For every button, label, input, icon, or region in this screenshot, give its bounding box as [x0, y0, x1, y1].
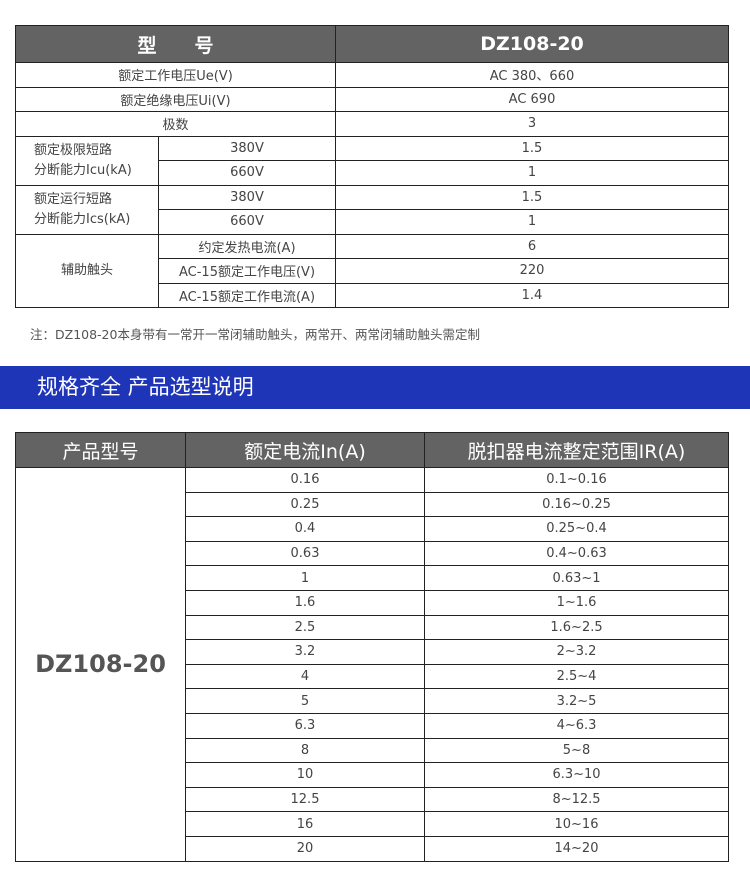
trip-range-cell: 8~12.5 [424, 786, 729, 813]
trip-range-cell: 3.2~5 [424, 688, 729, 714]
aux-label: 辅助触头 [15, 233, 159, 308]
model-cell: DZ108-20 [15, 467, 186, 862]
trip-range-cell: 0.25~0.4 [424, 516, 729, 542]
ics-label-line1: 额定运行短路 [34, 191, 113, 207]
rated-current-cell: 20 [185, 835, 425, 862]
table-row: 5 3.2~5 [16, 688, 729, 714]
rated-current-cell: 1.6 [185, 589, 425, 616]
rated-current-cell: 12.5 [185, 786, 425, 813]
table-row: 3.2 2~3.2 [16, 639, 729, 665]
table-row: 1 0.63~1 [16, 565, 729, 591]
rated-current-cell: 2.5 [185, 614, 425, 641]
rated-current-cell: 3.2 [185, 639, 425, 665]
table-row: AC-15额定工作电流(A) 1.4 [16, 282, 729, 308]
footnote: 注：DZ108-20本身带有一常开一常闭辅助触头，两常开、两常闭辅助触头需定制 [30, 327, 480, 342]
table-row: 1.6 1~1.6 [16, 589, 729, 616]
row-value: 1 [335, 209, 729, 235]
selection-header-row: 产品型号 额定电流In(A) 脱扣器电流整定范围IR(A) [15, 432, 729, 468]
rated-current-cell: 1 [185, 565, 425, 591]
table-row: 6.3 4~6.3 [16, 712, 729, 739]
rated-current-cell: 10 [185, 762, 425, 788]
spec-header-model: DZ108-20 [335, 25, 729, 63]
table-row: 10 6.3~10 [16, 762, 729, 788]
trip-range-cell: 4~6.3 [424, 712, 729, 739]
sub-label: 660V [157, 209, 337, 235]
selection-table: 产品型号 额定电流In(A) 脱扣器电流整定范围IR(A) DZ108-20 0.… [15, 432, 729, 862]
section-banner: 规格齐全 产品选型说明 [0, 366, 750, 409]
trip-range-cell: 5~8 [424, 737, 729, 764]
trip-range-cell: 0.63~1 [424, 565, 729, 591]
row-value: 1.4 [335, 282, 729, 308]
trip-range-cell: 1.6~2.5 [424, 614, 729, 641]
rated-current-cell: 6.3 [185, 712, 425, 739]
table-row: 额定绝缘电压Ui(V) AC 690 [14, 86, 729, 112]
row-value: 3 [335, 111, 729, 137]
trip-range-cell: 6.3~10 [424, 762, 729, 788]
row-value: 1 [335, 160, 729, 186]
row-label: 额定工作电压Ue(V) [14, 62, 337, 88]
sub-label: AC-15额定工作电流(A) [157, 282, 337, 308]
spec-header-label: 型 号 [14, 25, 337, 63]
row-value: AC 380、660 [335, 62, 729, 88]
table-row: 8 5~8 [16, 737, 729, 764]
rated-current-cell: 5 [185, 688, 425, 714]
header-trip-range: 脱扣器电流整定范围IR(A) [424, 432, 729, 468]
ics-label-line2: 分断能力Ics(kA) [34, 211, 131, 227]
table-row: 额定运行短路分断能力Ics(kA) 380V 1.5 [15, 184, 729, 235]
sub-label: 380V [157, 184, 337, 210]
rated-current-cell: 0.25 [185, 491, 425, 518]
table-row: 16 10~16 [16, 811, 729, 837]
sub-label: 660V [157, 160, 337, 186]
table-row: AC-15额定工作电压(V) 220 [16, 258, 729, 284]
spec-header-row: 型 号 DZ108-20 [14, 25, 729, 63]
header-rated-current: 额定电流In(A) [185, 432, 425, 468]
trip-range-cell: 1~1.6 [424, 589, 729, 616]
ics-label: 额定运行短路分断能力Ics(kA) [15, 184, 159, 235]
row-label: 极数 [14, 111, 337, 137]
header-model: 产品型号 [15, 432, 186, 468]
rated-current-cell: 0.63 [185, 540, 425, 567]
trip-range-cell: 0.4~0.63 [424, 540, 729, 567]
icu-label-line1: 额定极限短路 [34, 142, 113, 158]
row-value: AC 690 [335, 86, 729, 112]
table-row: 极数 3 [14, 111, 729, 137]
table-row: 0.25 0.16~0.25 [16, 491, 729, 518]
sub-label: 约定发热电流(A) [157, 233, 337, 259]
row-value: 6 [335, 233, 729, 259]
trip-range-cell: 0.16~0.25 [424, 491, 729, 518]
rated-current-cell: 4 [185, 663, 425, 690]
trip-range-cell: 2.5~4 [424, 663, 729, 690]
rated-current-cell: 0.4 [185, 516, 425, 542]
rated-current-cell: 8 [185, 737, 425, 764]
row-value: 1.5 [335, 184, 729, 210]
trip-range-cell: 10~16 [424, 811, 729, 837]
row-label: 额定绝缘电压Ui(V) [14, 86, 337, 112]
sub-label: AC-15额定工作电压(V) [157, 258, 337, 284]
icu-label-line2: 分断能力Icu(kA) [34, 162, 132, 178]
trip-range-cell: 0.1~0.16 [424, 467, 729, 493]
row-value: 1.5 [335, 135, 729, 161]
spec-table: 型 号 DZ108-20 额定工作电压Ue(V) AC 380、660 额定绝缘电… [14, 25, 729, 308]
table-row: 660V 1 [16, 160, 729, 186]
table-row: 4 2.5~4 [16, 663, 729, 690]
trip-range-cell: 2~3.2 [424, 639, 729, 665]
sub-label: 380V [157, 135, 337, 161]
section-title: 规格齐全 产品选型说明 [37, 375, 254, 399]
table-row: 额定极限短路分断能力Icu(kA) 380V 1.5 [15, 135, 729, 186]
table-row: 额定工作电压Ue(V) AC 380、660 [14, 62, 729, 88]
table-row: 20 14~20 [16, 835, 729, 862]
icu-label: 额定极限短路分断能力Icu(kA) [15, 135, 159, 186]
row-value: 220 [335, 258, 729, 284]
trip-range-cell: 14~20 [424, 835, 729, 862]
rated-current-cell: 0.16 [185, 467, 425, 493]
rated-current-cell: 16 [185, 811, 425, 837]
table-row: 辅助触头 约定发热电流(A) 6 [15, 233, 729, 308]
table-row: DZ108-20 0.16 0.1~0.16 [15, 467, 729, 862]
